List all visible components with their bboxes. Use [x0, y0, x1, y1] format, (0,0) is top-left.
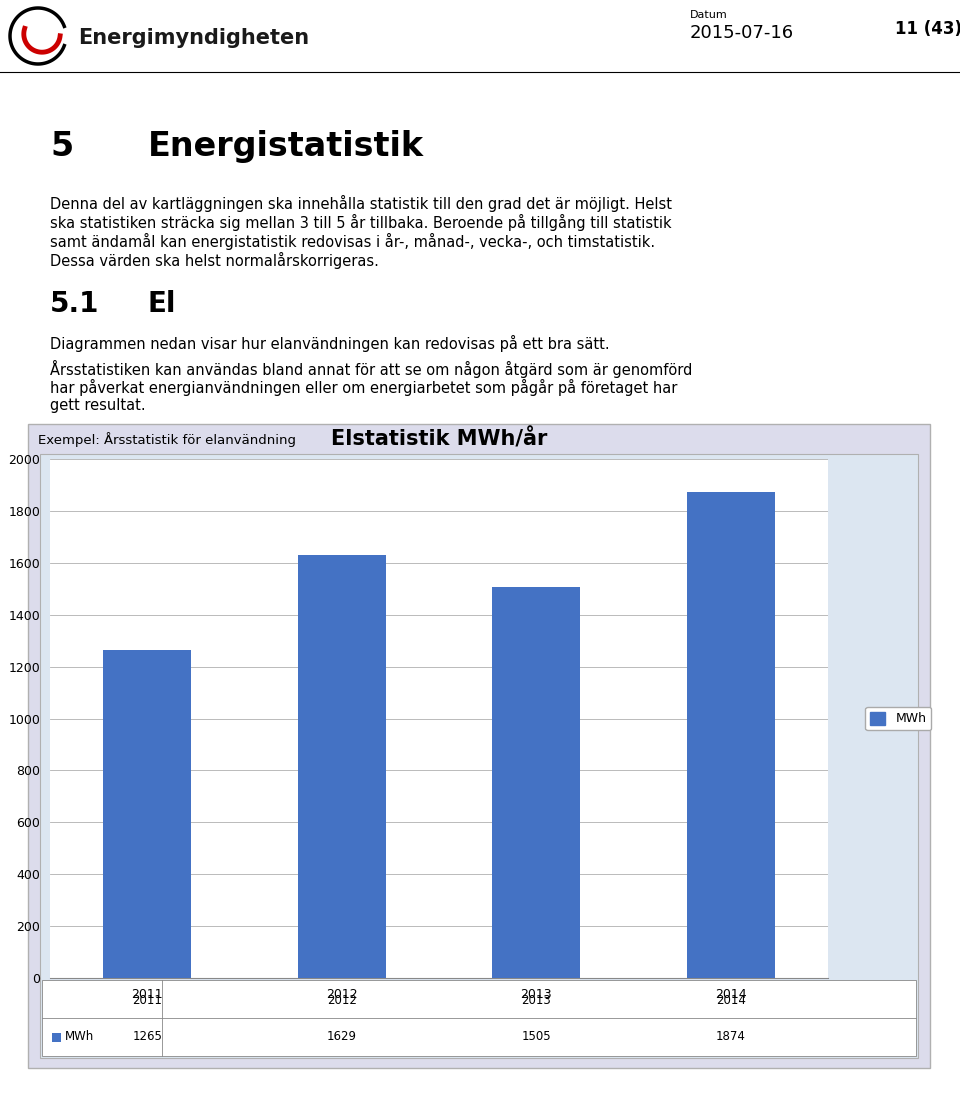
Text: 2013: 2013 — [521, 994, 551, 1007]
Text: har påverkat energianvändningen eller om energiarbetet som pågår på företaget ha: har påverkat energianvändningen eller om… — [50, 379, 678, 396]
Bar — [298, 555, 386, 978]
Text: Exempel: Årsstatistik för elanvändning: Exempel: Årsstatistik för elanvändning — [38, 433, 296, 447]
Text: Datum: Datum — [690, 10, 728, 20]
Text: samt ändamål kan energistatistik redovisas i år-, månad-, vecka-, och timstatist: samt ändamål kan energistatistik redovis… — [50, 233, 655, 250]
Bar — [52, 1033, 61, 1041]
Text: gett resultat.: gett resultat. — [50, 397, 146, 413]
Text: 2012: 2012 — [326, 994, 357, 1007]
Text: Energimyndigheten: Energimyndigheten — [78, 28, 309, 48]
Text: 1505: 1505 — [521, 1030, 551, 1044]
Text: Denna del av kartläggningen ska innehålla statistik till den grad det är möjligt: Denna del av kartläggningen ska innehåll… — [50, 195, 672, 212]
Title: Elstatistik MWh/år: Elstatistik MWh/år — [331, 428, 547, 449]
Bar — [28, 424, 930, 1068]
Text: 2015-07-16: 2015-07-16 — [690, 24, 794, 42]
Text: El: El — [148, 290, 177, 318]
Text: Energistatistik: Energistatistik — [148, 130, 424, 163]
Bar — [40, 454, 918, 1058]
Legend: MWh: MWh — [865, 706, 931, 730]
Text: MWh: MWh — [65, 1030, 94, 1044]
Text: 11 (43): 11 (43) — [895, 20, 960, 38]
Text: Diagrammen nedan visar hur elanvändningen kan redovisas på ett bra sätt.: Diagrammen nedan visar hur elanvändninge… — [50, 335, 610, 351]
Bar — [687, 492, 775, 978]
Text: 5: 5 — [50, 130, 73, 163]
Text: 1629: 1629 — [326, 1030, 357, 1044]
Text: 1265: 1265 — [132, 1030, 162, 1044]
Bar — [492, 587, 580, 978]
Text: 1874: 1874 — [716, 1030, 746, 1044]
Text: Årsstatistiken kan användas bland annat för att se om någon åtgärd som är genomf: Årsstatistiken kan användas bland annat … — [50, 360, 692, 378]
Text: Dessa värden ska helst normalårskorrigeras.: Dessa värden ska helst normalårskorriger… — [50, 252, 379, 269]
Text: 2011: 2011 — [132, 994, 162, 1007]
Bar — [42, 980, 916, 1056]
Text: 2014: 2014 — [716, 994, 746, 1007]
Text: 5.1: 5.1 — [50, 290, 100, 318]
Text: ska statistiken sträcka sig mellan 3 till 5 år tillbaka. Beroende på tillgång ti: ska statistiken sträcka sig mellan 3 til… — [50, 214, 672, 231]
Bar — [104, 649, 191, 978]
